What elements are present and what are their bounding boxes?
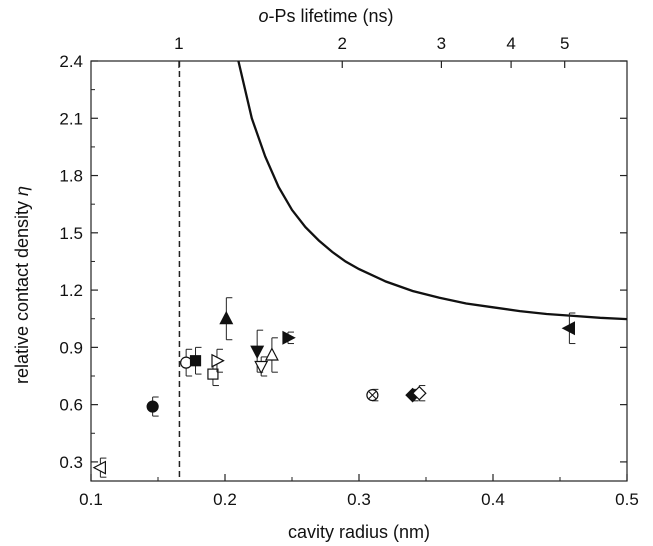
data-points-group: [92, 297, 576, 478]
top-tick-label: 2: [338, 34, 347, 53]
x-tick-label: 0.1: [79, 490, 103, 509]
y-tick-label: 1.2: [59, 281, 83, 300]
y-tick-label: 0.9: [59, 338, 83, 357]
axes-frame: [90, 60, 628, 482]
y-tick-label: 0.3: [59, 453, 83, 472]
data-point-square: [207, 368, 219, 380]
x-tick-label: 0.2: [213, 490, 237, 509]
y-tick-label: 1.5: [59, 224, 83, 243]
y-tick-label: 2.4: [59, 52, 83, 71]
top-tick-label: 3: [437, 34, 446, 53]
data-point-triangle-right: [211, 353, 225, 368]
theory-curve: [237, 61, 627, 321]
data-point-triangle-down: [254, 360, 269, 375]
x-axis-title: cavity radius (nm): [288, 522, 430, 542]
data-point-diamond: [411, 385, 427, 401]
top-axis-title: o-Ps lifetime (ns): [258, 6, 393, 26]
tick-labels-group: 0.1 0.2 0.3 0.4 0.5 0.3 0.6 0.9 1.2 1.5 1.8 2.1 2.4 1…: [59, 34, 638, 509]
data-point-cross: [368, 391, 377, 399]
x-tick-label: 0.4: [481, 490, 505, 509]
top-axis-title-prefix: o: [258, 6, 268, 26]
x-tick-label: 0.3: [347, 490, 371, 509]
data-point-circle: [146, 400, 159, 413]
y-tick-label: 1.8: [59, 167, 83, 186]
top-axis-title-rest: -Ps lifetime (ns): [269, 6, 394, 26]
y-axis-title-text: relative contact density: [12, 201, 32, 384]
data-point-triangle-left: [561, 321, 576, 336]
top-tick-label: 5: [560, 34, 569, 53]
data-point-triangle-up: [219, 310, 234, 325]
x-tick-label: 0.5: [615, 490, 639, 509]
top-tick-label: 4: [506, 34, 515, 53]
data-point-triangle-left: [92, 460, 107, 475]
theory-curve-group: [178, 61, 627, 481]
y-axis-title: relative contact density η: [12, 186, 32, 384]
data-point-triangle-down: [250, 345, 265, 359]
plot-frame: [90, 60, 628, 482]
data-point-triangle-right: [282, 330, 296, 345]
y-tick-label: 2.1: [59, 109, 83, 128]
data-point-triangle-up: [264, 347, 279, 361]
top-tick-label: 1: [174, 34, 183, 53]
y-axis-symbol: η: [12, 186, 32, 196]
data-point-square: [189, 355, 202, 367]
y-tick-label: 0.6: [59, 396, 83, 415]
